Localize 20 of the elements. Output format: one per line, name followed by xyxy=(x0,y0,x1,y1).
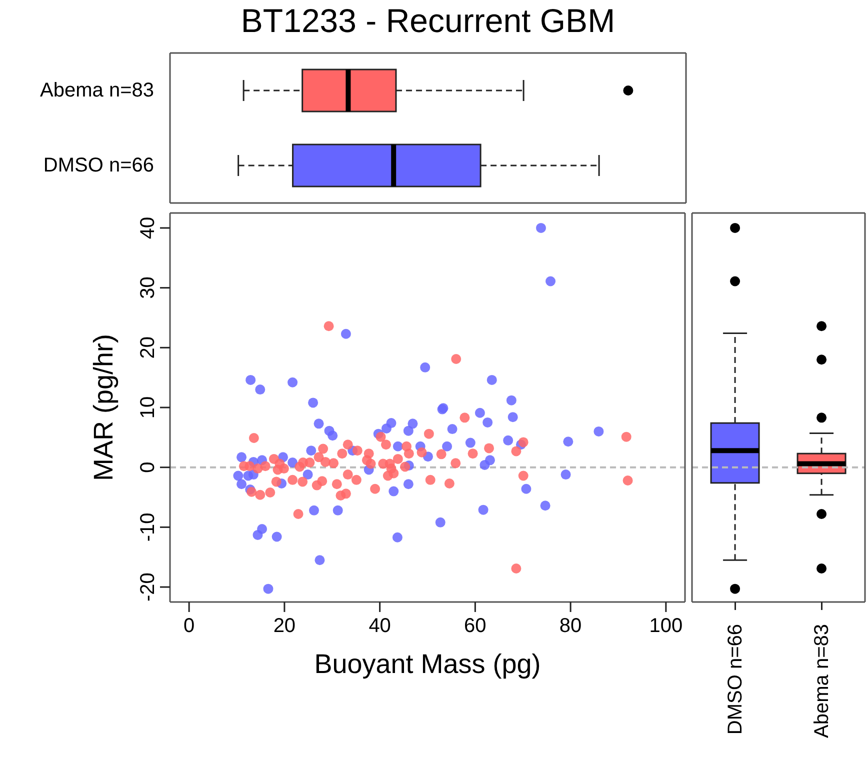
x-tick-label: Abema n=83 xyxy=(810,624,833,738)
y-tick-label: 10 xyxy=(137,396,159,419)
y-axis-title: MAR (pg/hr) xyxy=(88,334,119,482)
y-tick-label: DMSO n=66 xyxy=(43,154,154,176)
chart-title: BT1233 - Recurrent GBM xyxy=(240,2,616,40)
y-tick-label: 0 xyxy=(137,462,159,473)
y-tick-label: -20 xyxy=(137,572,159,602)
y-tick-label: 40 xyxy=(137,216,159,240)
y-tick-label: -10 xyxy=(137,512,159,542)
x-tick-label: 0 xyxy=(184,615,195,637)
x-tick-label: 20 xyxy=(273,615,296,637)
x-tick-label: 60 xyxy=(464,615,486,637)
x-tick-label: 80 xyxy=(559,615,582,637)
x-axis-title: Buoyant Mass (pg) xyxy=(314,649,541,679)
y-tick-label: 20 xyxy=(137,336,159,359)
y-tick-label: Abema n=83 xyxy=(40,80,154,102)
y-tick-label: 30 xyxy=(137,276,159,299)
x-tick-label: 40 xyxy=(368,615,391,637)
x-tick-label: DMSO n=66 xyxy=(724,624,746,735)
x-tick-label: 100 xyxy=(649,615,683,637)
